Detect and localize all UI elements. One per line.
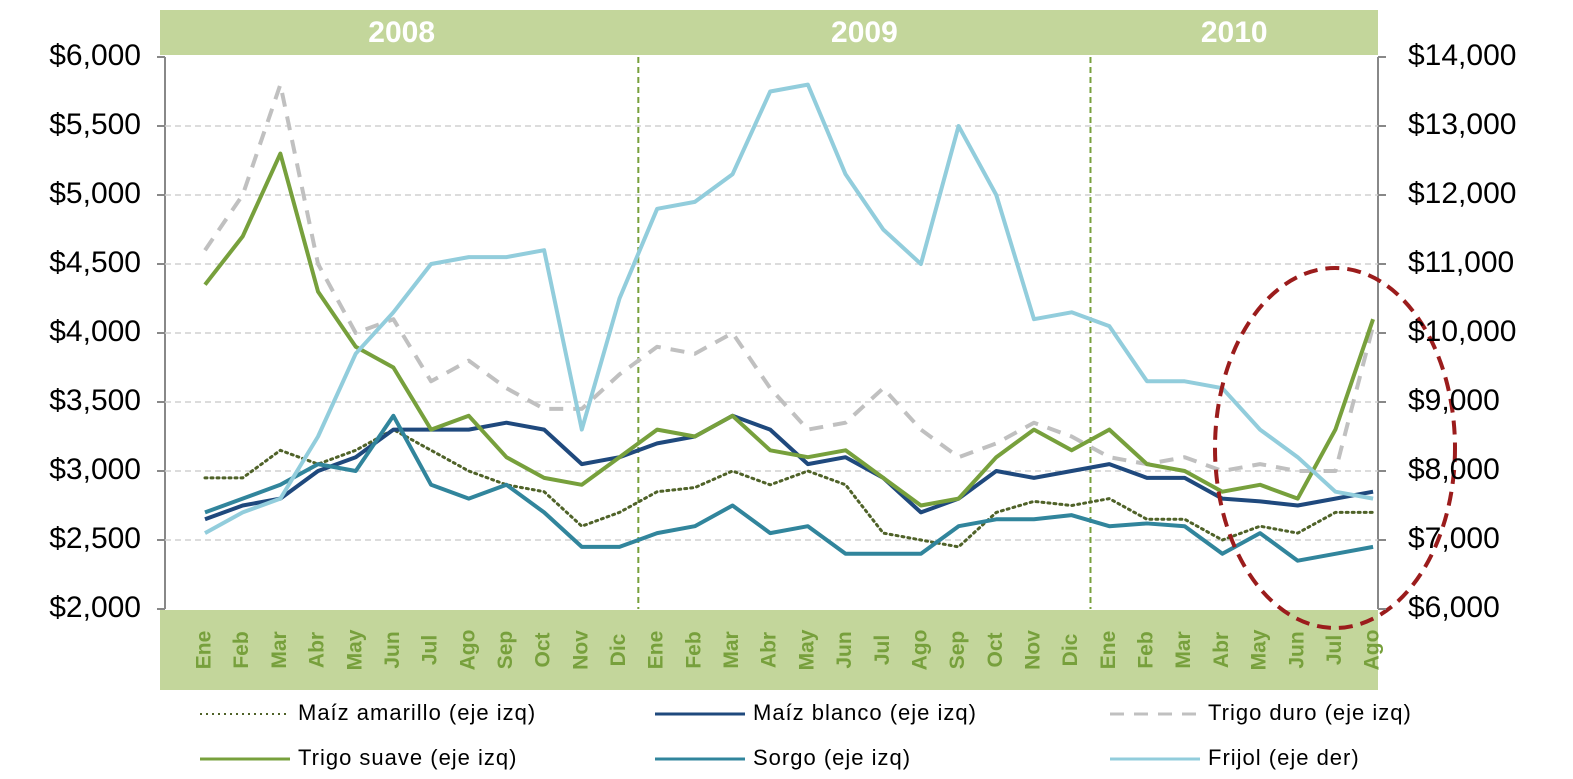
x-tick-label: Abr	[758, 632, 781, 668]
series-line	[203, 428, 1375, 549]
legend-label: Sorgo (eje izq)	[753, 745, 911, 770]
y-tick-label: $2,000	[49, 591, 141, 624]
x-tick-label: Ago	[908, 630, 931, 671]
y2-tick-label: $9,000	[1408, 384, 1500, 417]
x-tick-label: Feb	[682, 631, 705, 668]
x-tick-label: Ene	[193, 631, 216, 670]
x-tick-label: Ene	[1097, 631, 1120, 670]
x-tick-label: Nov	[569, 630, 592, 670]
x-tick-label: Ago	[456, 630, 479, 671]
x-tick-label: Mar	[720, 631, 743, 668]
x-tick-label: Mar	[268, 631, 291, 668]
y2-tick-label: $11,000	[1408, 246, 1514, 279]
y-tick-label: $5,500	[49, 108, 141, 141]
y-tick-label: $5,000	[49, 177, 141, 210]
y2-tick-label: $10,000	[1408, 315, 1516, 348]
x-tick-label: Jul	[871, 635, 894, 665]
year-label: 2010	[1201, 16, 1268, 49]
x-tick-label: May	[795, 629, 818, 670]
series-line	[204, 413, 1374, 522]
series-line	[204, 413, 1374, 563]
x-tick-label: Jun	[381, 631, 404, 668]
year-band	[160, 10, 1378, 55]
x-tick-label: Dic	[607, 633, 630, 666]
x-tick-label: Nov	[1022, 630, 1045, 670]
x-tick-label: Abr	[306, 632, 329, 668]
y-tick-label: $2,500	[49, 522, 141, 555]
y2-tick-label: $8,000	[1408, 453, 1500, 486]
x-tick-label: Mar	[1172, 631, 1195, 668]
x-tick-label: May	[1248, 629, 1271, 670]
year-label: 2009	[831, 16, 898, 49]
legend-label: Trigo suave (eje izq)	[298, 745, 517, 770]
x-tick-label: Jul	[419, 635, 442, 665]
y2-tick-label: $7,000	[1408, 522, 1500, 555]
x-tick-label: Oct	[984, 632, 1007, 667]
x-tick-label: May	[343, 629, 366, 670]
y-tick-label: $4,500	[49, 246, 141, 279]
highlight-ellipse	[1213, 266, 1457, 630]
legend-label: Frijol (eje der)	[1208, 745, 1360, 770]
x-tick-label: Jun	[833, 631, 856, 668]
x-tick-label: Jun	[1285, 631, 1308, 668]
x-tick-label: Abr	[1210, 632, 1233, 668]
y2-tick-label: $13,000	[1408, 108, 1516, 141]
legend-label: Maíz blanco (eje izq)	[753, 700, 977, 725]
series-line	[203, 151, 1375, 508]
x-tick-label: Ago	[1361, 630, 1384, 671]
series-line	[203, 82, 1376, 473]
legend-label: Trigo duro (eje izq)	[1208, 700, 1412, 725]
x-tick-label: Oct	[532, 632, 555, 667]
x-tick-label: Dic	[1059, 633, 1082, 666]
y-tick-label: $6,000	[49, 39, 141, 72]
y2-tick-label: $6,000	[1408, 591, 1500, 624]
y2-tick-label: $14,000	[1408, 39, 1516, 72]
y-tick-label: $3,500	[49, 384, 141, 417]
series-line	[204, 82, 1374, 535]
x-tick-label: Sep	[946, 631, 969, 670]
x-tick-label: Sep	[494, 631, 517, 670]
x-tick-label: Jul	[1323, 635, 1346, 665]
legend-label: Maíz amarillo (eje izq)	[298, 700, 536, 725]
y-tick-label: $3,000	[49, 453, 141, 486]
month-band	[160, 610, 1378, 690]
x-tick-label: Feb	[1135, 631, 1158, 668]
y-tick-label: $4,000	[49, 315, 141, 348]
y2-tick-label: $12,000	[1408, 177, 1516, 210]
x-tick-label: Feb	[230, 631, 253, 668]
year-label: 2008	[368, 16, 435, 49]
x-tick-label: Ene	[645, 631, 668, 670]
